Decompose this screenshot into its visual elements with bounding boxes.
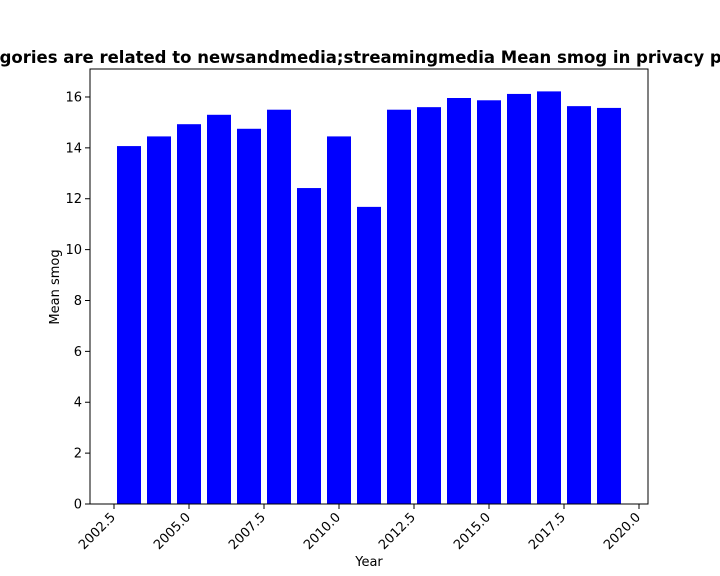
y-tick-label: 12 [65, 192, 82, 207]
bar-2017 [537, 91, 561, 504]
y-tick-label: 14 [65, 141, 82, 156]
chart-title: Categories are related to newsandmedia;s… [0, 48, 720, 67]
bar-2018 [567, 106, 591, 504]
y-axis-label: Mean smog [48, 249, 63, 324]
y-tick-label: 8 [74, 294, 82, 309]
y-tick-label: 4 [74, 396, 82, 411]
bar-2011 [357, 206, 381, 504]
bar-2006 [207, 114, 231, 504]
y-tick-label: 0 [74, 498, 82, 513]
x-tick-label: 2017.5 [526, 510, 569, 553]
y-tick-label: 16 [65, 90, 82, 105]
x-tick-label: 2005.0 [151, 510, 194, 553]
bar-2012 [387, 109, 411, 504]
bar-2009 [297, 188, 321, 505]
bars-group [117, 91, 621, 505]
x-axis: 2002.5 2005.0 2007.5 2010.0 2012.5 2015.0 2017… [76, 504, 644, 553]
bar-2004 [147, 136, 171, 504]
plot-frame [89, 68, 649, 505]
bar-2003 [117, 146, 141, 504]
bar-2010 [327, 136, 351, 504]
x-axis-label: Year [354, 555, 383, 570]
x-tick-label: 2012.5 [376, 510, 419, 553]
bar-2008 [267, 109, 291, 504]
bar-2013 [417, 107, 441, 504]
x-tick-label: 2010.0 [301, 510, 344, 553]
y-tick-label: 6 [74, 345, 82, 360]
y-axis: 0 2 4 6 8 10 12 14 16 [65, 90, 90, 513]
x-tick-label: 2007.5 [226, 510, 269, 553]
bar-2019 [597, 107, 621, 505]
y-tick-label: 10 [65, 243, 82, 258]
bar-2015 [477, 100, 501, 504]
bar-2016 [507, 93, 531, 505]
x-tick-label: 2020.0 [601, 510, 644, 553]
bar-2007 [237, 128, 261, 504]
x-tick-label: 2015.0 [451, 510, 494, 553]
bar-2005 [177, 124, 201, 504]
y-tick-label: 2 [74, 447, 82, 462]
x-tick-label: 2002.5 [76, 510, 119, 553]
bar-2014 [447, 98, 471, 504]
